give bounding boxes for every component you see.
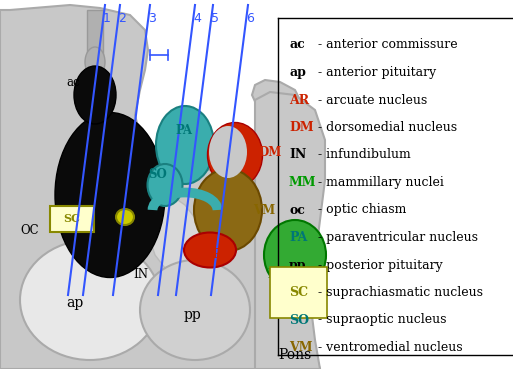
Text: oc: oc <box>289 203 305 217</box>
Polygon shape <box>148 195 200 272</box>
Text: 6: 6 <box>246 12 254 25</box>
FancyBboxPatch shape <box>50 206 94 232</box>
Text: - paraventricular nucleus: - paraventricular nucleus <box>318 231 478 244</box>
Ellipse shape <box>209 126 247 178</box>
Ellipse shape <box>207 123 263 187</box>
Text: SC: SC <box>289 286 308 299</box>
Text: 5: 5 <box>211 12 219 25</box>
Text: DM: DM <box>258 145 281 159</box>
Ellipse shape <box>116 209 134 225</box>
Text: - dorsomedial nucleus: - dorsomedial nucleus <box>318 121 457 134</box>
Ellipse shape <box>85 47 105 77</box>
Text: - optic chiasm: - optic chiasm <box>318 203 406 217</box>
Ellipse shape <box>55 113 165 277</box>
Text: PA: PA <box>289 231 307 244</box>
Text: IN: IN <box>289 148 306 162</box>
Ellipse shape <box>194 169 262 251</box>
Text: MM: MM <box>289 176 317 189</box>
Text: 2: 2 <box>118 12 126 25</box>
Text: ac: ac <box>289 38 305 52</box>
Text: MM: MM <box>267 268 293 281</box>
Ellipse shape <box>264 220 326 290</box>
Ellipse shape <box>156 106 214 184</box>
Text: AR: AR <box>289 93 309 107</box>
Ellipse shape <box>148 164 183 206</box>
Text: SC: SC <box>64 214 81 224</box>
Text: OC: OC <box>21 224 40 237</box>
Text: - suprachiasmatic nucleus: - suprachiasmatic nucleus <box>318 286 483 299</box>
Text: VM: VM <box>289 341 312 354</box>
Text: pp: pp <box>289 259 306 272</box>
Ellipse shape <box>140 260 250 360</box>
Text: - arcuate nucleus: - arcuate nucleus <box>318 93 427 107</box>
Text: SO: SO <box>148 169 167 182</box>
Polygon shape <box>255 92 325 369</box>
Text: - anterior pituitary: - anterior pituitary <box>318 66 436 79</box>
Text: DM: DM <box>289 121 313 134</box>
Text: 3: 3 <box>148 12 156 25</box>
Polygon shape <box>0 5 320 369</box>
Ellipse shape <box>74 66 116 124</box>
Text: IN: IN <box>133 269 148 282</box>
Text: pp: pp <box>183 308 201 322</box>
Text: ap: ap <box>289 66 306 79</box>
Text: - mammillary nuclei: - mammillary nuclei <box>318 176 444 189</box>
Ellipse shape <box>184 232 236 268</box>
Polygon shape <box>87 10 103 72</box>
Text: PA: PA <box>175 124 192 137</box>
Text: Pons: Pons <box>279 348 311 362</box>
Text: - anterior commissure: - anterior commissure <box>318 38 458 52</box>
Text: AR: AR <box>203 248 222 262</box>
Text: 4: 4 <box>193 12 201 25</box>
Text: SO: SO <box>289 314 309 327</box>
Text: - posterior pituitary: - posterior pituitary <box>318 259 443 272</box>
Ellipse shape <box>20 240 160 360</box>
Text: ap: ap <box>66 296 84 310</box>
Text: - ventromedial nucleus: - ventromedial nucleus <box>318 341 463 354</box>
Text: - infundibulum: - infundibulum <box>318 148 411 162</box>
Text: - supraoptic nucleus: - supraoptic nucleus <box>318 314 446 327</box>
Text: 1: 1 <box>103 12 111 25</box>
Text: VM: VM <box>253 203 275 217</box>
Text: ac: ac <box>66 76 80 89</box>
